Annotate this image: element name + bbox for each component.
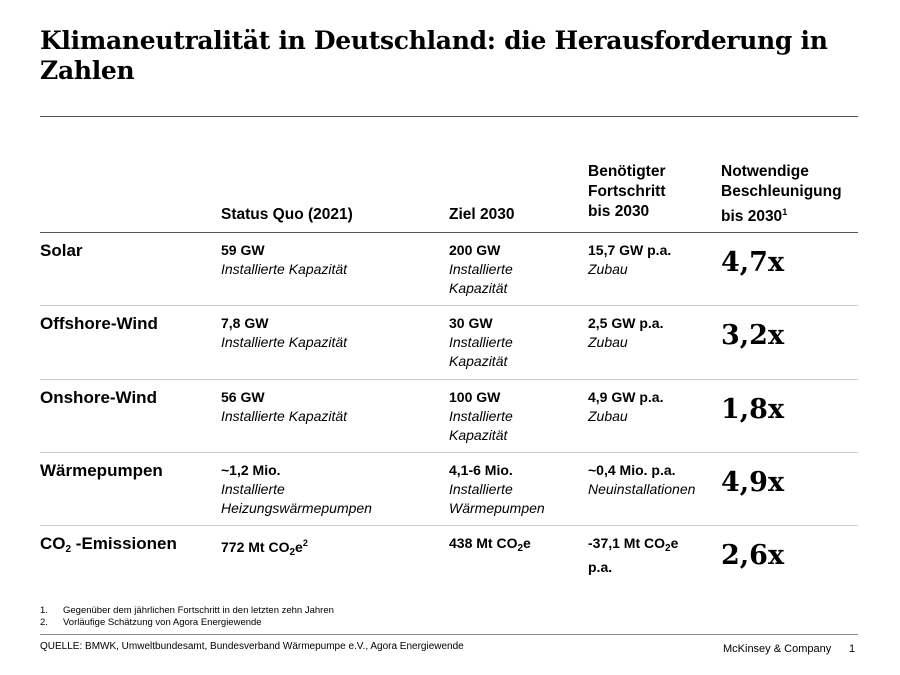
fortschritt-value: -37,1 Mt CO2e p.a. [588,535,679,575]
header-fortschritt: Benötigter Fortschritt bis 2030 [588,162,666,222]
fortschritt-desc: Zubau [588,407,628,424]
footnote-2: 2. Vorläufige Schätzung von Agora Energie… [40,617,262,628]
header-line: Beschleunigung [721,183,842,200]
header-beschleunigung: Notwendige Beschleunigung bis 20301 [721,162,842,227]
fortschritt-desc: Neuinstallationen [588,480,696,497]
header-line: bis 2030 [588,203,650,220]
status-cell: 56 GW Installierte Kapazität [221,388,421,426]
header-status: Status Quo (2021) [221,206,353,223]
status-value: 59 GW [221,242,265,258]
table-row: Solar 59 GW Installierte Kapazität 200 GW… [40,232,858,306]
table-row: Wärmepumpen ~1,2 Mio. Installierte Heizun… [40,451,858,526]
acceleration-value: 3,2x [721,320,785,352]
fortschritt-desc: Zubau [588,334,628,351]
fortschritt-cell: 4,9 GW p.a. Zubau [588,388,718,426]
header-line: Fortschritt [588,183,666,200]
acceleration-value: 2,6x [721,540,785,571]
row-label: CO2 -Emissionen [40,534,177,555]
footnote-ref: 1 [782,207,788,217]
acceleration-value: 1,8x [721,393,785,425]
ziel-desc: Installierte Kapazität [449,334,513,370]
footer-divider [40,634,858,635]
status-desc: Installierte Kapazität [221,407,348,424]
row-label: Offshore-Wind [40,314,158,334]
footnote-1: 1. Gegenüber dem jährlichen Fortschritt i… [40,605,334,616]
source-note: QUELLE: BMWK, Umweltbundesamt, Bundesver… [40,641,464,652]
status-desc: Installierte Kapazität [221,334,348,351]
fortschritt-value: 15,7 GW p.a. [588,242,672,258]
row-label: Wärmepumpen [40,460,163,480]
fortschritt-desc: Zubau [588,261,628,277]
row-label: Onshore-Wind [40,387,157,407]
ziel-cell: 30 GW Installierte Kapazität [449,314,544,371]
header-ziel: Ziel 2030 [449,206,515,223]
fortschritt-cell: 2,5 GW p.a. Zubau [588,314,718,352]
ziel-value: 30 GW [449,315,493,332]
fortschritt-cell: ~0,4 Mio. p.a. Neuinstallationen [588,461,718,499]
status-value: 772 Mt CO2e2 [221,538,308,558]
status-desc: Installierte Kapazität [221,261,348,277]
status-desc: Installierte Heizungswärmepumpen [221,480,372,516]
acceleration-value: 4,7x [721,247,785,278]
ziel-value: 200 GW [449,242,501,258]
status-value: 56 GW [221,388,265,405]
table-row-co2: CO2 -Emissionen 772 Mt CO2e2 438 Mt CO2e… [40,525,858,599]
header-line: bis 2030 [721,208,783,225]
title-divider [40,116,858,117]
status-cell: 7,8 GW Installierte Kapazität [221,314,421,352]
ziel-desc: Installierte Kapazität [449,261,513,296]
ziel-cell: 200 GW Installierte Kapazität [449,241,544,298]
status-cell: 59 GW Installierte Kapazität [221,241,421,279]
brand-name: McKinsey & Company [723,643,832,655]
status-cell: ~1,2 Mio. Installierte Heizungswärmepumpe… [221,461,421,518]
table-row: Onshore-Wind 56 GW Installierte Kapazität… [40,378,858,453]
status-value: 7,8 GW [221,315,269,332]
ziel-cell: 100 GW Installierte Kapazität [449,388,544,445]
header-line: Notwendige [721,163,809,180]
fortschritt-cell: 15,7 GW p.a. Zubau [588,241,718,279]
ziel-value: 4,1-6 Mio. [449,461,513,478]
acceleration-value: 4,9x [721,466,785,498]
header-line: Benötigter [588,163,666,180]
fortschritt-value: 4,9 GW p.a. [588,388,664,405]
ziel-value: 438 Mt CO2e [449,535,531,554]
ziel-desc: Installierte Kapazität [449,407,513,443]
fortschritt-value: ~0,4 Mio. p.a. [588,461,676,478]
fortschritt-value: 2,5 GW p.a. [588,315,664,332]
ziel-value: 100 GW [449,388,501,405]
ziel-desc: Installierte Wärmepumpen [449,480,545,516]
table-row: Offshore-Wind 7,8 GW Installierte Kapazit… [40,305,858,379]
ziel-cell: 4,1-6 Mio. Installierte Wärmepumpen [449,461,545,518]
row-label: Solar [40,241,83,260]
page-number: 1 [849,643,856,655]
page-title: Klimaneutralität in Deutschland: die Her… [40,26,828,85]
status-value: ~1,2 Mio. [221,461,281,478]
